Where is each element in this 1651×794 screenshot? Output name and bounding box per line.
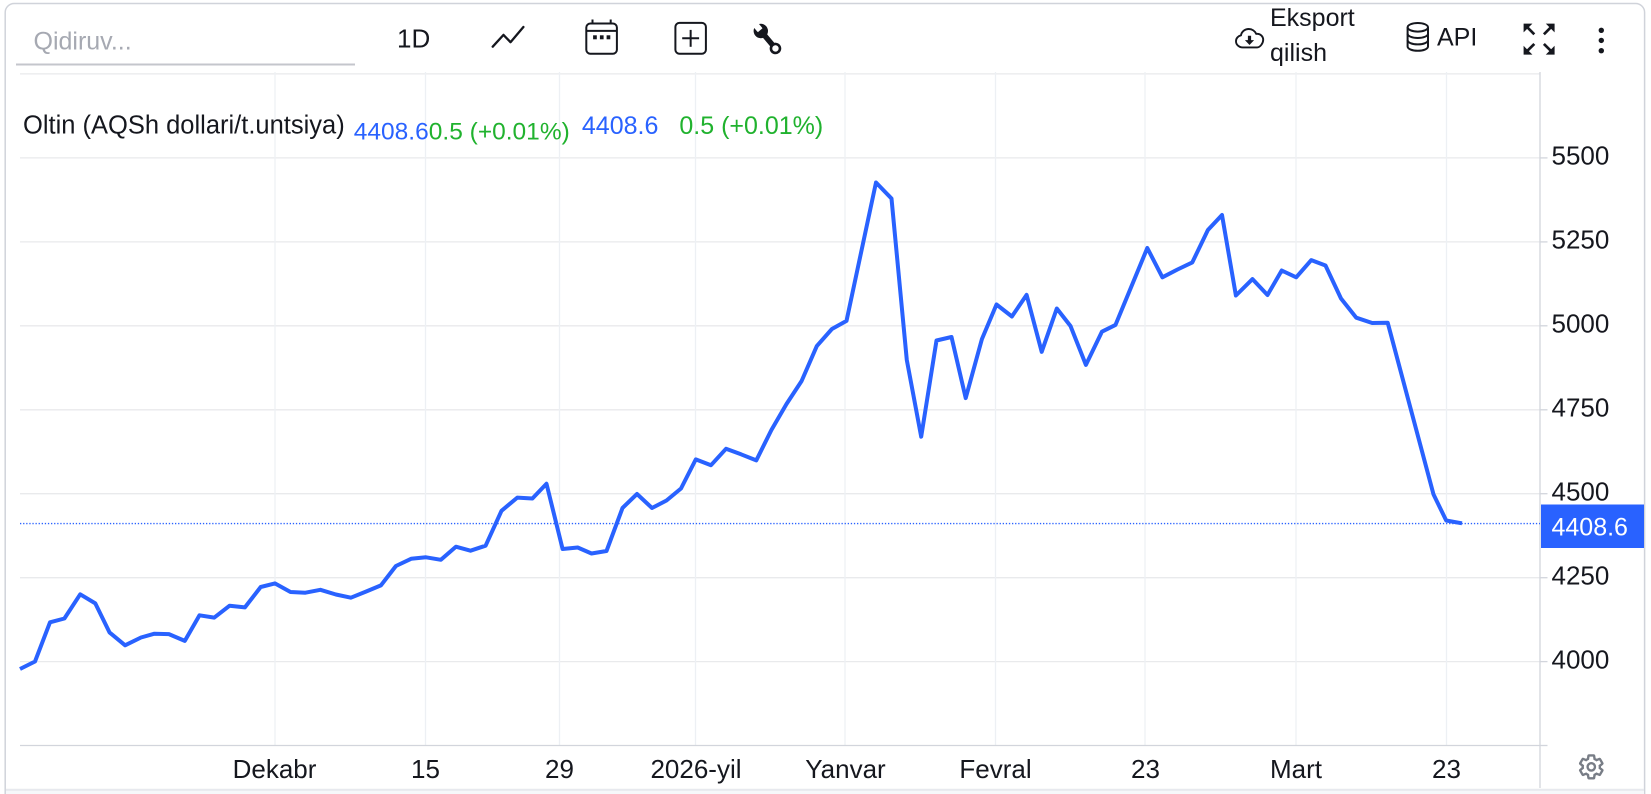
svg-text:5250: 5250 <box>1552 225 1610 255</box>
svg-text:29: 29 <box>545 754 574 784</box>
svg-text:0.5 (+0.01%): 0.5 (+0.01%) <box>679 112 823 140</box>
svg-text:Fevral: Fevral <box>959 754 1031 784</box>
svg-text:qilish: qilish <box>1270 39 1327 67</box>
svg-text:23: 23 <box>1131 754 1160 784</box>
svg-text:API: API <box>1437 24 1477 52</box>
svg-text:23: 23 <box>1432 754 1461 784</box>
svg-text:15: 15 <box>411 754 440 784</box>
svg-text:4408.6: 4408.6 <box>354 119 429 146</box>
svg-text:Dekabr: Dekabr <box>233 754 317 784</box>
svg-text:Mart: Mart <box>1270 754 1323 784</box>
svg-text:Yanvar: Yanvar <box>805 754 886 784</box>
svg-text:5500: 5500 <box>1552 141 1610 171</box>
svg-text:4750: 4750 <box>1552 393 1610 423</box>
svg-text:Qidiruv...: Qidiruv... <box>34 28 132 56</box>
svg-text:4250: 4250 <box>1552 561 1610 591</box>
svg-text:4000: 4000 <box>1552 644 1610 674</box>
svg-text:1D: 1D <box>397 24 430 54</box>
svg-text:5000: 5000 <box>1552 309 1610 339</box>
svg-text:Eksport: Eksport <box>1270 4 1355 32</box>
svg-text:Oltin (AQSh dollari/t.untsiya): Oltin (AQSh dollari/t.untsiya) <box>23 112 345 140</box>
svg-text:0.5 (+0.01%): 0.5 (+0.01%) <box>429 119 570 146</box>
svg-text:2026-yil: 2026-yil <box>650 754 741 784</box>
svg-text:4408.6: 4408.6 <box>1552 513 1628 541</box>
svg-text:4408.6: 4408.6 <box>582 112 658 140</box>
svg-text:4500: 4500 <box>1552 477 1610 507</box>
